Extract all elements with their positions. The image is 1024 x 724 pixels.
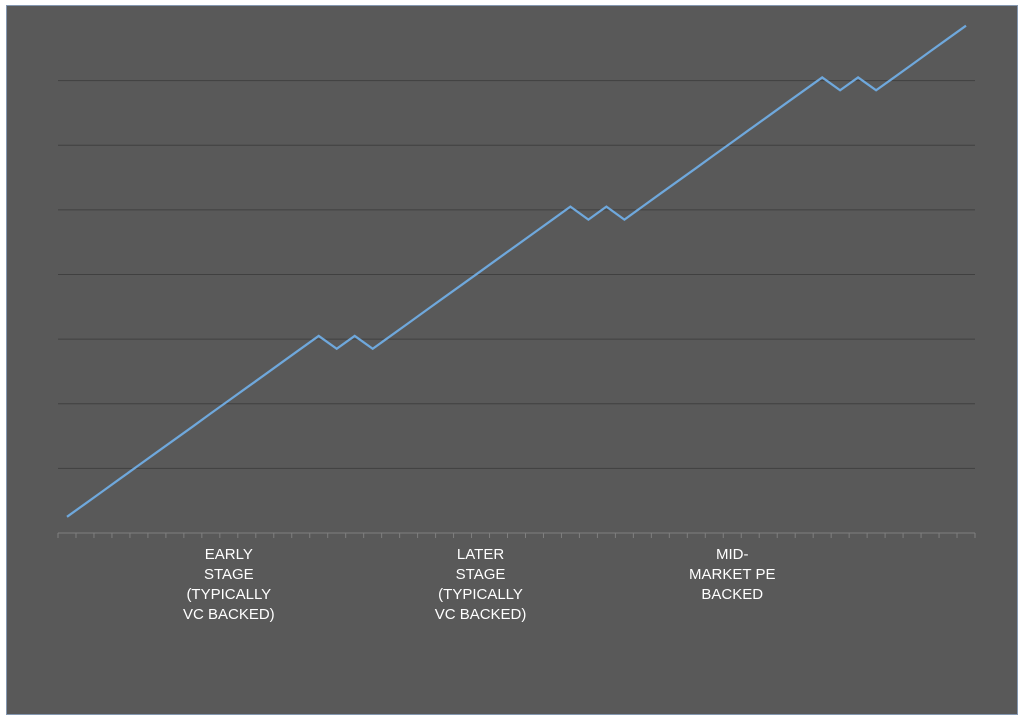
line-chart: EARLY STAGE (TYPICALLY VC BACKED) LATER STAGE… (57, 24, 976, 623)
gridlines (58, 80, 975, 469)
category-label: MID-MARKET PE BACKED (689, 546, 775, 603)
series-line (66, 24, 967, 518)
category-label: LATER STAGE (TYPICALLY VC BACKED) (435, 546, 527, 623)
category-labels: EARLY STAGE (TYPICALLY VC BACKED) LATER STAGE… (183, 546, 776, 623)
series-layer (66, 24, 967, 518)
chart-area: EARLY STAGE (TYPICALLY VC BACKED) LATER STAGE… (6, 5, 1018, 715)
x-axis (57, 532, 976, 538)
category-label: EARLY STAGE (TYPICALLY VC BACKED) (183, 546, 275, 623)
